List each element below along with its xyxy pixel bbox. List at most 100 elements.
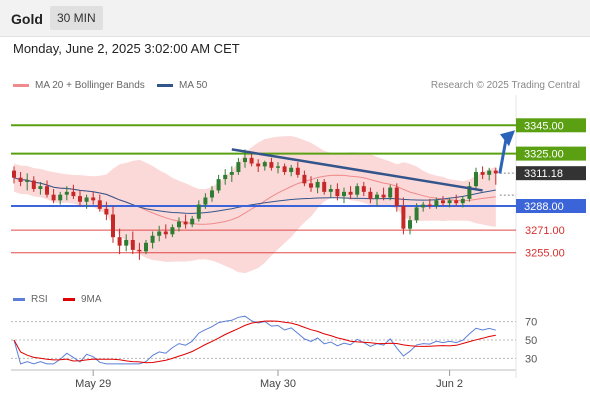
legend-rsi: RSI bbox=[13, 294, 48, 305]
candle-body bbox=[427, 204, 432, 206]
candle-body bbox=[467, 186, 472, 199]
candle-body bbox=[335, 189, 340, 197]
legend-rsi-label: RSI bbox=[31, 294, 48, 305]
ma20-swatch bbox=[13, 83, 29, 87]
candle-body bbox=[434, 200, 439, 206]
candle-body bbox=[295, 167, 300, 175]
candle-body bbox=[381, 194, 386, 198]
legend-ma20: MA 20 + Bollinger Bands bbox=[13, 80, 145, 91]
candle-body bbox=[243, 157, 247, 163]
rsi-tick-label: 50 bbox=[525, 335, 537, 347]
legend-ma50-label: MA 50 bbox=[179, 80, 208, 91]
candle-body bbox=[203, 197, 208, 205]
rsi-swatch bbox=[13, 297, 25, 301]
candle-body bbox=[401, 206, 406, 229]
candle-body bbox=[480, 172, 485, 175]
candle-body bbox=[163, 231, 168, 235]
rsi-tick-label: 30 bbox=[525, 353, 537, 365]
candle-body bbox=[117, 237, 122, 246]
candle-body bbox=[91, 197, 96, 201]
candle-body bbox=[97, 200, 102, 209]
legend-9ma: 9MA bbox=[63, 294, 102, 305]
candle-body bbox=[177, 221, 181, 228]
timeframe-button[interactable]: 30 MIN bbox=[50, 6, 103, 30]
candle-body bbox=[229, 172, 234, 175]
candle-body bbox=[276, 166, 280, 168]
candle-body bbox=[130, 239, 135, 250]
candle-body bbox=[210, 190, 214, 198]
candle-body bbox=[51, 194, 56, 201]
level-label-3288.00: 3288.00 bbox=[524, 201, 564, 213]
candle-body bbox=[58, 194, 63, 201]
candle-body bbox=[104, 208, 109, 215]
candle-body bbox=[309, 183, 313, 188]
candle-body bbox=[256, 163, 261, 167]
ma9-swatch bbox=[63, 297, 75, 301]
level-label-3271.00: 3271.00 bbox=[525, 225, 565, 237]
candle-body bbox=[78, 196, 82, 202]
candle-body bbox=[493, 170, 498, 174]
ma50-swatch bbox=[157, 83, 173, 87]
candle-body bbox=[196, 204, 201, 219]
level-label-3345.00: 3345.00 bbox=[524, 120, 564, 132]
candle-body bbox=[361, 186, 366, 192]
candle-body bbox=[262, 162, 267, 167]
rsi-9ma-line bbox=[13, 320, 496, 364]
candle-body bbox=[111, 214, 115, 238]
x-tick-label: May 30 bbox=[260, 378, 296, 390]
rsi-tick-label: 70 bbox=[525, 317, 537, 329]
candle-body bbox=[236, 162, 241, 173]
x-tick-label: Jun 2 bbox=[436, 378, 463, 390]
level-box-3288.00 bbox=[516, 199, 586, 213]
candle-body bbox=[487, 170, 492, 175]
candle-body bbox=[38, 186, 43, 190]
candle-body bbox=[408, 220, 412, 229]
chart-datetime: Monday, June 2, 2025 3:02:00 AM CET bbox=[13, 41, 240, 56]
candle-body bbox=[368, 191, 373, 199]
candle-body bbox=[441, 200, 445, 204]
last-price-box bbox=[516, 166, 586, 181]
candle-body bbox=[375, 194, 379, 199]
candle-body bbox=[183, 221, 188, 225]
level-box-3325.00 bbox=[516, 146, 586, 161]
level-box-3345.00 bbox=[516, 118, 586, 133]
candle-body bbox=[447, 200, 452, 204]
candle-body bbox=[190, 218, 195, 225]
candle-body bbox=[25, 180, 30, 182]
candle-body bbox=[84, 197, 89, 202]
level-label-3255.00: 3255.00 bbox=[525, 248, 565, 260]
candle-body bbox=[421, 204, 426, 208]
candle-body bbox=[302, 174, 307, 184]
candle-body bbox=[157, 231, 162, 236]
candle-body bbox=[315, 181, 320, 188]
ma50-line bbox=[13, 177, 496, 214]
legend-ma20-label: MA 20 + Bollinger Bands bbox=[35, 80, 145, 91]
candle-body bbox=[460, 198, 465, 204]
candle-body bbox=[144, 242, 148, 252]
candle-body bbox=[388, 187, 393, 198]
candle-body bbox=[322, 181, 327, 192]
candle-body bbox=[64, 191, 69, 195]
candle-body bbox=[355, 186, 360, 195]
legend-9ma-label: 9MA bbox=[81, 294, 102, 305]
candle-body bbox=[137, 249, 142, 252]
research-credit: Research © 2025 Trading Central bbox=[430, 80, 580, 91]
candle-body bbox=[31, 180, 36, 190]
last-price-label: 3311.18 bbox=[524, 168, 563, 180]
candle-body bbox=[328, 189, 333, 192]
forecast-arrow bbox=[498, 139, 508, 174]
candle-body bbox=[249, 157, 254, 164]
candle-body bbox=[342, 191, 346, 197]
level-label-3325.00: 3325.00 bbox=[524, 149, 564, 161]
candle-body bbox=[394, 187, 399, 206]
candle-body bbox=[348, 191, 353, 195]
forecast-arrowhead bbox=[500, 130, 515, 147]
candle-body bbox=[282, 166, 287, 173]
candle-body bbox=[124, 239, 129, 246]
candle-body bbox=[414, 207, 419, 221]
x-tick-label: May 29 bbox=[75, 378, 111, 390]
symbol-title: Gold bbox=[11, 11, 43, 27]
candle-body bbox=[216, 179, 221, 191]
candle-body bbox=[150, 235, 155, 243]
